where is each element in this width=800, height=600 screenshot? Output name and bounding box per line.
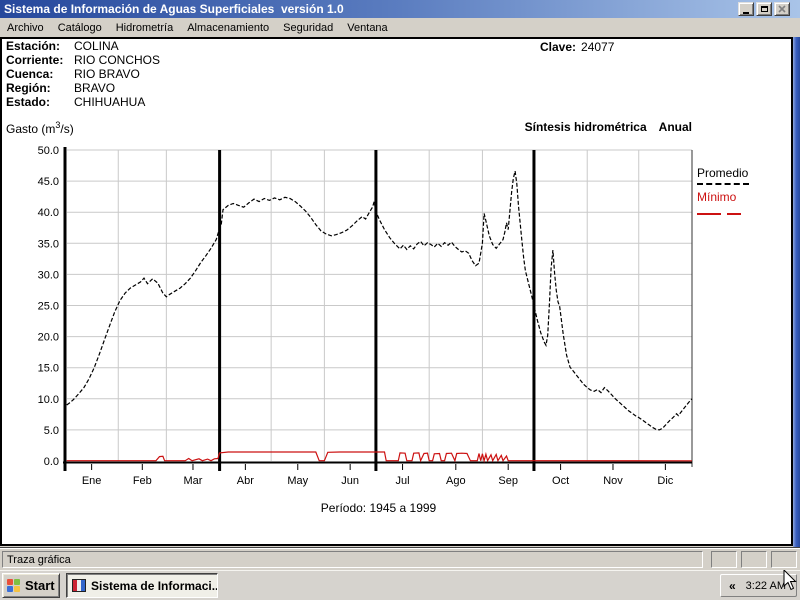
taskbar: Start Sistema de Informaci... « 3:22 AM [0, 570, 800, 600]
y-tick-label: 45.0 [38, 176, 59, 188]
x-tick-label: Jun [341, 475, 359, 487]
y-tick-label: 40.0 [38, 207, 59, 219]
y-tick-label: 35.0 [38, 238, 59, 250]
taskbar-clock: 3:22 AM [745, 579, 786, 592]
title-bar: Sistema de Información de Aguas Superfic… [0, 0, 800, 18]
x-tick-label: Jul [396, 475, 410, 487]
station-row: Estación: COLINA [6, 39, 119, 53]
menu-ventana[interactable]: Ventana [347, 21, 388, 34]
y-tick-label: 0.0 [44, 456, 59, 468]
y-tick-label: 5.0 [44, 425, 59, 437]
minimize-icon [743, 11, 749, 14]
minimize-button[interactable] [738, 2, 754, 16]
minimo-line-sample-icon [697, 206, 749, 220]
menu-catalogo[interactable]: Catálogo [57, 21, 102, 34]
menu-bar: Archivo Catálogo Hidrometría Almacenamie… [0, 18, 800, 37]
promedio-line-sample-icon [697, 183, 749, 185]
taskbar-task-button[interactable]: Sistema de Informaci... [66, 573, 218, 598]
menu-seguridad[interactable]: Seguridad [283, 21, 334, 34]
restore-button[interactable] [756, 2, 772, 16]
x-tick-label: Sep [498, 475, 518, 487]
x-tick-label: Feb [133, 475, 152, 487]
window-right-border [793, 37, 800, 547]
y-tick-label: 50.0 [38, 145, 59, 157]
window-title: Sistema de Información de Aguas Superfic… [4, 2, 344, 16]
series-Mínimo [66, 451, 693, 464]
window-controls [738, 2, 790, 16]
station-row: Estado: CHIHUAHUA [6, 95, 146, 109]
y-tick-label: 30.0 [38, 269, 59, 281]
legend-minimo: Mínimo [697, 190, 749, 220]
y-tick-label: 25.0 [38, 301, 59, 313]
status-panel [711, 550, 737, 568]
status-panel [771, 550, 797, 568]
windows-logo-icon [7, 578, 21, 593]
y-axis-title: Gasto (m3/s) [6, 120, 74, 136]
close-icon [778, 5, 786, 13]
system-tray: « 3:22 AM [719, 574, 797, 597]
menu-almacenamiento[interactable]: Almacenamiento [187, 21, 270, 34]
chart-title: Síntesis hidrométrica Anual [524, 120, 692, 134]
x-tick-label: Mar [184, 475, 203, 487]
chart-legend: Promedio Mínimo [697, 166, 749, 225]
station-key: Clave: 24077 [540, 40, 615, 54]
app-icon [72, 579, 86, 592]
status-panel [741, 550, 767, 568]
legend-promedio: Promedio [697, 166, 749, 185]
y-tick-label: 20.0 [38, 332, 59, 344]
mouse-cursor-icon [783, 570, 797, 591]
period-label: Período: 1945 a 1999 [320, 501, 437, 515]
station-info: Estación: COLINA Corriente: RIO CONCHOS Cu… [6, 39, 160, 109]
series-Promedio [66, 170, 693, 431]
status-text-panel: Traza gráfica [2, 550, 703, 568]
x-tick-label: May [287, 475, 308, 487]
chart-mode: Anual [658, 120, 692, 134]
menu-archivo[interactable]: Archivo [7, 21, 44, 34]
x-tick-label: Dic [657, 475, 673, 487]
x-tick-label: Ene [82, 475, 102, 487]
x-tick-label: Ago [446, 475, 466, 487]
y-tick-label: 15.0 [38, 363, 59, 375]
status-bar: Traza gráfica [0, 547, 800, 570]
menu-hidrometria[interactable]: Hidrometría [115, 21, 174, 34]
start-button[interactable]: Start [2, 573, 60, 598]
y-tick-label: 10.0 [38, 394, 59, 406]
x-tick-label: Oct [552, 475, 569, 487]
station-row: Cuenca: RIO BRAVO [6, 67, 140, 81]
station-row: Región: BRAVO [6, 81, 116, 95]
tray-chevron-button[interactable]: « [728, 578, 736, 593]
x-tick-label: Nov [603, 475, 623, 487]
close-button[interactable] [774, 2, 790, 16]
x-tick-label: Abr [237, 475, 254, 487]
restore-icon [760, 6, 768, 12]
station-row: Corriente: RIO CONCHOS [6, 53, 161, 67]
